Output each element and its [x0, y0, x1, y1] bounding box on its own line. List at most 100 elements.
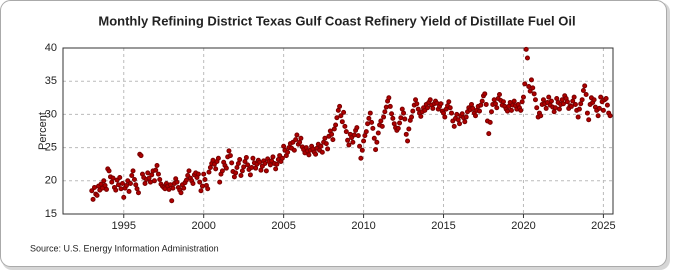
point — [504, 108, 510, 114]
point — [130, 168, 136, 174]
point — [121, 194, 127, 200]
point — [603, 95, 609, 101]
point — [446, 99, 452, 105]
x-tick-label: 2010 — [351, 220, 375, 232]
point — [210, 157, 216, 163]
point — [343, 129, 349, 135]
point — [425, 105, 431, 111]
point — [359, 147, 365, 153]
point — [243, 155, 249, 161]
point — [524, 55, 530, 61]
point — [596, 105, 602, 111]
point — [117, 174, 123, 180]
point — [135, 190, 141, 196]
point — [319, 149, 325, 155]
point — [381, 114, 387, 120]
point — [532, 97, 538, 103]
point — [534, 105, 540, 111]
point — [274, 161, 280, 167]
plot-area — [62, 47, 614, 215]
point — [362, 133, 368, 139]
x-tick-label: 2025 — [591, 220, 615, 232]
point — [330, 137, 336, 143]
point — [560, 101, 566, 107]
y-tick-label: 20 — [45, 175, 57, 187]
point — [488, 109, 494, 115]
source: Source: U.S. Energy Information Administ… — [30, 243, 219, 253]
point — [199, 183, 205, 189]
point — [133, 182, 139, 188]
point — [442, 114, 448, 120]
point — [183, 177, 189, 183]
point — [580, 87, 586, 93]
point — [582, 83, 588, 89]
point — [334, 115, 340, 121]
point — [138, 153, 144, 159]
point — [231, 174, 237, 180]
point — [298, 135, 304, 141]
point — [129, 172, 135, 178]
point — [414, 101, 420, 107]
point — [604, 102, 610, 108]
point — [346, 142, 352, 148]
point — [406, 126, 412, 132]
point — [363, 129, 369, 135]
point — [370, 125, 376, 131]
point — [383, 104, 389, 110]
point — [375, 130, 381, 136]
y-axis-label: Percent — [37, 112, 49, 150]
point — [520, 94, 526, 100]
point — [342, 123, 348, 129]
point — [118, 186, 124, 192]
x-tick-label: 2020 — [511, 220, 535, 232]
point — [226, 148, 232, 154]
y-tick-label: 35 — [45, 75, 57, 87]
point — [559, 97, 565, 103]
point — [250, 155, 256, 161]
point — [365, 121, 371, 127]
point — [438, 101, 444, 107]
point — [106, 168, 112, 174]
point — [470, 105, 476, 111]
point — [357, 143, 363, 149]
point — [351, 132, 357, 138]
point — [568, 103, 574, 109]
point — [482, 91, 488, 97]
point — [366, 115, 372, 121]
point — [239, 168, 245, 174]
x-tick-label: 2000 — [191, 220, 215, 232]
point — [270, 154, 276, 160]
point — [511, 98, 517, 104]
point — [154, 163, 160, 169]
point — [217, 179, 223, 185]
point — [291, 147, 297, 153]
point — [519, 99, 525, 105]
point — [397, 120, 403, 126]
point — [418, 113, 424, 119]
point — [285, 149, 291, 155]
point — [390, 115, 396, 121]
point — [155, 171, 161, 177]
point — [335, 107, 341, 113]
point — [318, 143, 324, 149]
point — [253, 165, 259, 171]
point — [430, 105, 436, 111]
point — [382, 109, 388, 115]
point — [379, 123, 385, 129]
point — [262, 161, 268, 167]
point — [153, 167, 159, 173]
point — [401, 110, 407, 116]
point — [293, 137, 299, 143]
point — [323, 141, 329, 147]
point — [227, 153, 233, 159]
point — [403, 131, 409, 137]
point — [598, 94, 604, 100]
point — [374, 139, 380, 145]
point — [206, 169, 212, 175]
point — [279, 155, 285, 161]
point — [207, 165, 213, 171]
point — [297, 139, 303, 145]
point — [294, 132, 300, 138]
point — [508, 107, 514, 113]
